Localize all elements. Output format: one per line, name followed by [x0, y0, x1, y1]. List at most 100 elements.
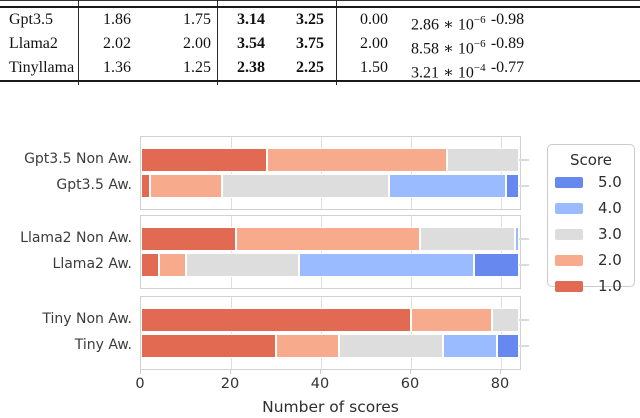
bar-segment-score-2.0 — [235, 227, 420, 251]
gridline — [231, 216, 232, 288]
x-tick-mark — [500, 370, 502, 374]
x-tick-mark — [140, 370, 142, 374]
bar-tiny-aw- — [141, 334, 519, 358]
x-axis-label: Number of scores — [262, 398, 399, 416]
legend-swatch-1.0 — [555, 280, 583, 292]
right-axis-tick — [519, 264, 529, 266]
chart-panel-gpt3.5 — [140, 136, 529, 210]
legend-entry-2.0: 2.0 — [548, 247, 634, 273]
x-tick-mark — [230, 370, 232, 374]
bar-gpt3-5-non-aw- — [141, 148, 519, 172]
legend-label: 1.0 — [598, 277, 622, 295]
bar-segment-score-1.0 — [141, 334, 276, 358]
table-column-separator — [336, 0, 337, 7]
results-table: Gpt3.5 1.86 1.75 3.14 3.25 0.00 2.86 ∗ 1… — [0, 0, 640, 86]
gridline — [411, 137, 412, 209]
bar-segment-score-3.0 — [447, 148, 519, 172]
bar-segment-score-5.0 — [496, 334, 519, 358]
bar-tiny-non-aw- — [141, 308, 519, 332]
legend-entry-1.0: 1.0 — [548, 273, 634, 299]
x-tick-label: 20 — [220, 376, 240, 392]
bar-segment-score-1.0 — [141, 227, 236, 251]
right-axis-tick — [519, 185, 529, 187]
legend-label: 3.0 — [598, 225, 622, 243]
mean-non-aw: 1.36 — [103, 59, 131, 76]
gridline — [411, 216, 412, 288]
bar-segment-score-5.0 — [505, 174, 519, 198]
bar-segment-score-4.0 — [388, 174, 506, 198]
legend: Score 5.0 4.0 3.0 2.0 1.0 — [547, 144, 635, 295]
chart-panel-llama2 — [140, 215, 529, 289]
bar-segment-score-1.0 — [141, 253, 159, 277]
gridline — [231, 137, 232, 209]
p-value: 3.21 ∗ 10−4 — [411, 62, 486, 82]
bar-segment-score-4.0 — [514, 227, 519, 251]
bar-label: Gpt3.5 Aw. — [56, 177, 132, 193]
gridline — [231, 297, 232, 369]
bar-segment-score-3.0 — [420, 227, 515, 251]
x-tick-label: 60 — [400, 376, 420, 392]
model-name: Gpt3.5 — [0, 8, 79, 38]
median-aw: 3.75 — [284, 32, 337, 62]
median-aw: 3.25 — [284, 8, 337, 38]
legend-swatch-4.0 — [555, 202, 583, 214]
x-tick-label: 80 — [490, 376, 510, 392]
bar-segment-score-3.0 — [222, 174, 389, 198]
median-non-aw: 2.00 — [155, 32, 218, 62]
bar-segment-score-1.0 — [141, 308, 411, 332]
mean-non-aw: 2.02 — [103, 35, 131, 52]
legend-swatch-2.0 — [555, 254, 583, 266]
right-axis-tick — [519, 159, 529, 161]
legend-swatch-5.0 — [555, 176, 583, 188]
x-tick-label: 0 — [135, 376, 145, 392]
bar-segment-score-3.0 — [339, 334, 443, 358]
chart-panel-tiny — [140, 296, 529, 370]
legend-title: Score — [569, 151, 612, 169]
bar-segment-score-3.0 — [492, 308, 519, 332]
right-axis-tick — [519, 238, 529, 240]
x-tick-label: 40 — [310, 376, 330, 392]
table-row: Tinyllama 1.36 1.25 2.38 2.25 1.50 3.21 … — [0, 56, 640, 86]
bar-segment-score-2.0 — [159, 253, 186, 277]
right-axis-tick — [519, 319, 529, 321]
model-name: Llama2 — [0, 32, 79, 62]
correlation: -0.89 — [490, 35, 525, 52]
median-non-aw: 1.25 — [155, 56, 218, 86]
table-bottomrule — [0, 80, 640, 82]
gridline — [411, 297, 412, 369]
bar-llama2-aw- — [141, 253, 519, 277]
test-statistic: 2.00 — [360, 35, 388, 52]
bar-label: Tiny Non Aw. — [42, 311, 132, 327]
bar-label: Tiny Aw. — [74, 337, 132, 353]
table-row: Gpt3.5 1.86 1.75 3.14 3.25 0.00 2.86 ∗ 1… — [0, 8, 640, 38]
bar-label: Llama2 Non Aw. — [20, 230, 132, 246]
legend-swatch-3.0 — [555, 228, 583, 240]
gridline — [501, 216, 502, 288]
table-column-separator — [217, 0, 218, 7]
table-top-line — [0, 0, 640, 1]
bar-segment-score-2.0 — [267, 148, 447, 172]
bar-gpt3-5-aw- — [141, 174, 519, 198]
bar-segment-score-2.0 — [150, 174, 222, 198]
mean-aw: 2.38 — [237, 59, 265, 76]
legend-label: 4.0 — [598, 199, 622, 217]
x-tick-mark — [410, 370, 412, 374]
gridline — [501, 297, 502, 369]
test-statistic: 0.00 — [360, 11, 388, 28]
bar-segment-score-1.0 — [141, 174, 150, 198]
gridline — [321, 297, 322, 369]
mean-non-aw: 1.86 — [103, 11, 131, 28]
legend-entry-4.0: 4.0 — [548, 195, 634, 221]
legend-entry-3.0: 3.0 — [548, 221, 634, 247]
table-column-separator — [78, 0, 79, 7]
median-non-aw: 1.75 — [155, 8, 218, 38]
p-value: 8.58 ∗ 10−6 — [411, 38, 486, 58]
bar-segment-score-5.0 — [474, 253, 519, 277]
bar-segment-score-2.0 — [276, 334, 339, 358]
legend-entry-5.0: 5.0 — [548, 169, 634, 195]
gridline — [321, 216, 322, 288]
bar-llama2-non-aw- — [141, 227, 519, 251]
bar-label: Gpt3.5 Non Aw. — [24, 151, 132, 167]
table-row: Llama2 2.02 2.00 3.54 3.75 2.00 8.58 ∗ 1… — [0, 32, 640, 62]
bar-label: Llama2 Aw. — [52, 256, 132, 272]
